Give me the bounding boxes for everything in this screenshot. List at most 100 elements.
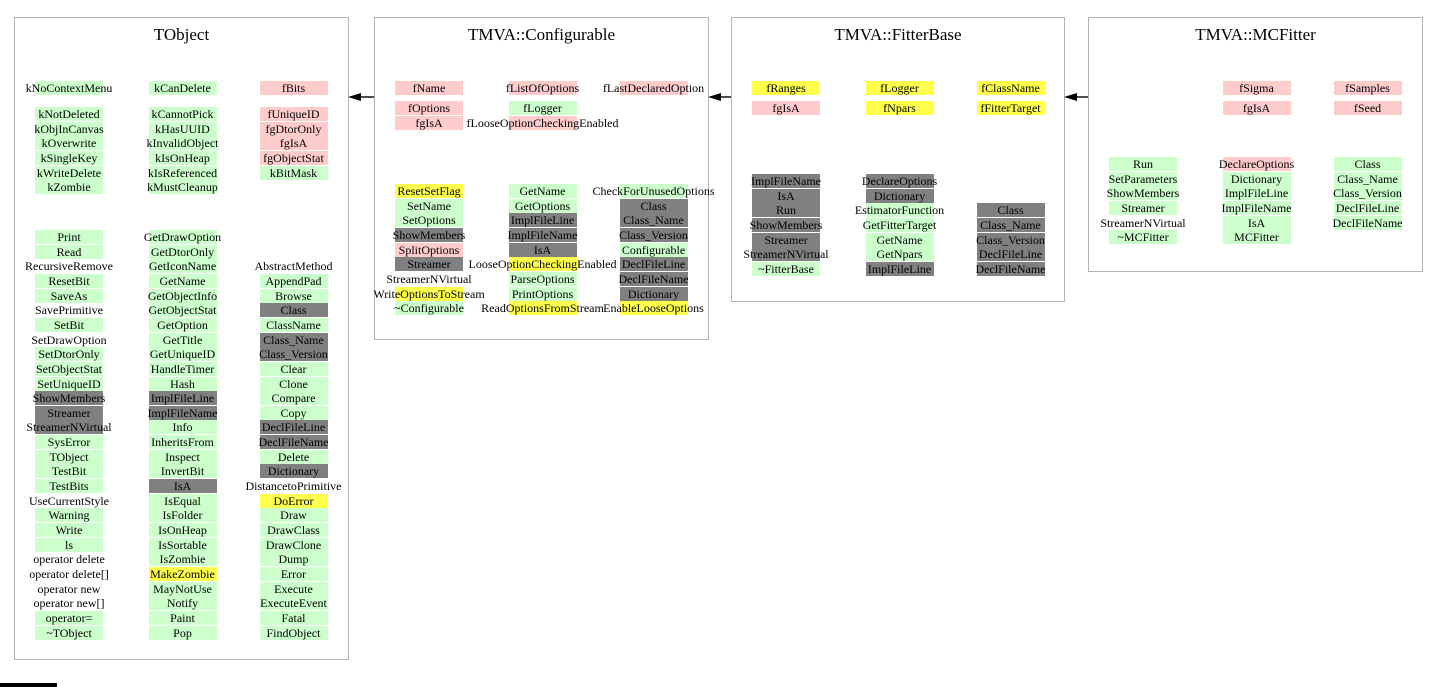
method-cell[interactable]: GetOptions (508, 198, 577, 213)
method-cell[interactable]: Class_Name (1333, 171, 1402, 186)
method-cell[interactable]: operator new[] (34, 596, 105, 610)
method-cell[interactable]: SavePrimitive (35, 303, 103, 317)
member-cell[interactable]: fLogger (865, 81, 934, 95)
method-cell[interactable]: operator new (35, 582, 103, 596)
method-cell[interactable]: HandleTimer (148, 361, 217, 376)
method-cell[interactable]: ImplFileLine (1222, 186, 1291, 201)
member-cell[interactable]: fgIsA (752, 101, 820, 115)
member-cell[interactable]: fFitterTarget (976, 101, 1045, 115)
method-cell[interactable]: SetDtorOnly (35, 347, 103, 362)
method-cell[interactable]: TObject (35, 449, 103, 464)
method-cell[interactable]: UseCurrentStyle (29, 494, 109, 508)
member-cell[interactable]: fClassName (976, 81, 1045, 95)
method-cell[interactable]: ResetSetFlag (395, 184, 463, 198)
method-cell[interactable]: GetUniqueID (148, 347, 217, 362)
member-cell[interactable]: fgObjectStat (259, 150, 328, 165)
method-cell[interactable]: GetOption (148, 317, 217, 332)
method-cell[interactable]: DeclFileName (259, 435, 329, 450)
method-cell[interactable]: SaveAs (35, 288, 103, 303)
method-cell[interactable]: Delete (259, 449, 328, 464)
method-cell[interactable]: ShowMembers (750, 217, 822, 232)
method-cell[interactable]: operator delete[] (29, 567, 109, 581)
method-cell[interactable]: Execute (259, 581, 328, 596)
method-cell[interactable]: Draw (259, 508, 328, 523)
member-cell[interactable]: kHasUUID (148, 121, 217, 136)
method-cell[interactable]: ~Configurable (394, 301, 464, 316)
method-cell[interactable]: operator delete (33, 552, 105, 566)
method-cell[interactable]: ExecuteEvent (259, 596, 328, 611)
method-cell[interactable]: AbstractMethod (255, 259, 333, 273)
member-cell[interactable]: fSigma (1222, 81, 1291, 95)
method-cell[interactable]: GetObjectInfo (148, 288, 217, 303)
member-cell[interactable]: kCannotPick (148, 107, 217, 121)
method-cell[interactable]: ~TObject (35, 625, 103, 640)
method-cell[interactable]: IsA (752, 188, 820, 203)
method-cell[interactable]: IsZombie (148, 552, 217, 567)
member-cell[interactable]: fLogger (508, 101, 577, 115)
method-cell[interactable]: GetName (865, 232, 934, 247)
member-cell[interactable]: kZombie (35, 180, 103, 195)
member-cell[interactable]: fgIsA (395, 115, 463, 130)
method-cell[interactable]: DeclFileName (1333, 215, 1403, 230)
method-cell[interactable]: InheritsFrom (148, 435, 217, 450)
method-cell[interactable]: DeclFileLine (1333, 200, 1402, 215)
member-cell[interactable]: fSeed (1333, 101, 1402, 115)
method-cell[interactable]: PrintOptions (508, 286, 577, 301)
method-cell[interactable]: DrawClass (259, 523, 328, 537)
member-cell[interactable]: fLastDeclaredOption (603, 81, 704, 95)
method-cell[interactable]: ReadOptionsFromStream (481, 301, 604, 316)
method-cell[interactable]: WriteOptionsToStream (373, 286, 485, 301)
method-cell[interactable]: Class (619, 198, 688, 213)
method-cell[interactable]: SplitOptions (395, 242, 463, 257)
method-cell[interactable]: InvertBit (148, 464, 217, 479)
method-cell[interactable]: Copy (259, 405, 328, 420)
method-cell[interactable]: Class (976, 203, 1045, 218)
method-cell[interactable]: ImplFileName (1222, 200, 1292, 215)
method-cell[interactable]: Run (1109, 157, 1177, 171)
method-cell[interactable]: Read (35, 244, 103, 259)
method-cell[interactable]: TestBits (35, 479, 103, 494)
member-cell[interactable]: fBits (259, 81, 328, 95)
method-cell[interactable]: AppendPad (259, 273, 328, 288)
method-cell[interactable]: Class_Version (976, 232, 1045, 247)
method-cell[interactable]: Dictionary (619, 286, 688, 301)
member-cell[interactable]: kBitMask (259, 165, 328, 180)
method-cell[interactable]: Class (1333, 157, 1402, 171)
method-cell[interactable]: Clone (259, 376, 328, 391)
method-cell[interactable]: Dictionary (259, 464, 328, 479)
method-cell[interactable]: DoError (259, 493, 328, 508)
member-cell[interactable]: kNoContextMenu (26, 81, 112, 95)
member-cell[interactable]: fgIsA (1222, 101, 1291, 115)
method-cell[interactable]: Class_Name (619, 213, 688, 228)
method-cell[interactable]: ShowMembers (393, 227, 465, 242)
method-cell[interactable]: ImplFileLine (148, 391, 217, 406)
method-cell[interactable]: CheckForUnusedOptions (593, 184, 715, 198)
method-cell[interactable]: Class_Version (1333, 186, 1402, 201)
method-cell[interactable]: Class_Name (259, 332, 328, 347)
method-cell[interactable]: SetName (395, 198, 463, 213)
member-cell[interactable]: kInvalidObject (147, 136, 219, 151)
method-cell[interactable]: Pop (148, 625, 217, 640)
method-cell[interactable]: DeclareOptions (1219, 157, 1294, 171)
method-cell[interactable]: MayNotUse (148, 581, 217, 596)
member-cell[interactable]: fUniqueID (259, 107, 328, 121)
method-cell[interactable]: Browse (259, 288, 328, 303)
method-cell[interactable]: Inspect (148, 449, 217, 464)
method-cell[interactable]: StreamerNVirtual (1100, 216, 1185, 230)
member-cell[interactable]: fRanges (752, 81, 820, 95)
method-cell[interactable]: SetBit (35, 317, 103, 332)
method-cell[interactable]: ShowMembers (1107, 186, 1179, 201)
method-cell[interactable]: IsA (508, 242, 577, 257)
member-cell[interactable]: fName (395, 81, 463, 95)
method-cell[interactable]: GetNpars (865, 247, 934, 262)
method-cell[interactable]: SetUniqueID (35, 376, 103, 391)
method-cell[interactable]: GetName (508, 184, 577, 198)
member-cell[interactable]: fOptions (395, 101, 463, 115)
method-cell[interactable]: Print (35, 230, 103, 244)
method-cell[interactable]: Class_Name (976, 217, 1045, 232)
method-cell[interactable]: SysError (35, 435, 103, 450)
method-cell[interactable]: GetTitle (148, 332, 217, 347)
method-cell[interactable]: ImplFileLine (508, 213, 577, 228)
method-cell[interactable]: Class (259, 303, 328, 318)
member-cell[interactable]: kMustCleanup (147, 180, 218, 195)
